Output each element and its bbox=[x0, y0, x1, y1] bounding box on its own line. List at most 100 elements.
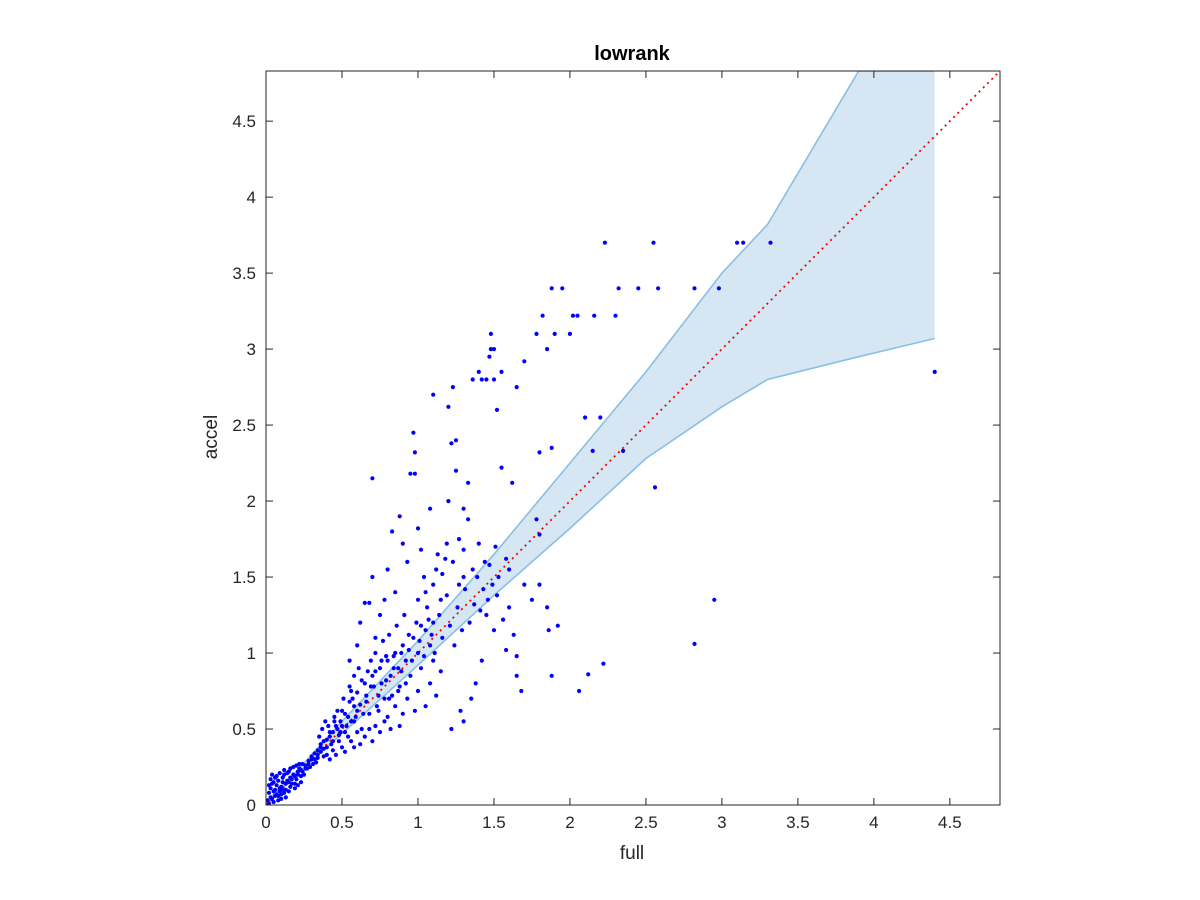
y-tick-label: 4.5 bbox=[232, 112, 256, 131]
data-point bbox=[499, 465, 504, 470]
x-tick-label: 3.5 bbox=[786, 813, 810, 832]
data-point bbox=[456, 537, 462, 542]
data-point bbox=[447, 623, 452, 628]
data-point bbox=[463, 587, 468, 592]
data-point bbox=[374, 704, 379, 709]
data-point bbox=[473, 681, 478, 686]
y-tick-label: 4 bbox=[247, 188, 256, 207]
data-point bbox=[432, 650, 437, 656]
data-point bbox=[428, 681, 433, 686]
data-point bbox=[353, 714, 358, 720]
data-point bbox=[431, 582, 436, 587]
data-point bbox=[466, 517, 471, 522]
x-tick-label: 0.5 bbox=[330, 813, 354, 832]
data-point bbox=[431, 658, 436, 663]
data-point bbox=[467, 620, 472, 625]
y-tick-label: 2 bbox=[247, 492, 256, 511]
data-point bbox=[592, 313, 597, 318]
data-point bbox=[491, 347, 497, 352]
data-point bbox=[431, 620, 436, 625]
data-point bbox=[396, 666, 401, 671]
data-point bbox=[484, 377, 489, 382]
confidence-band bbox=[266, 71, 935, 805]
data-point bbox=[356, 666, 361, 671]
data-point bbox=[458, 708, 463, 713]
data-point bbox=[409, 658, 414, 663]
data-point bbox=[621, 448, 626, 453]
data-point bbox=[461, 574, 466, 580]
data-point bbox=[289, 777, 294, 782]
data-point bbox=[352, 719, 357, 724]
data-point bbox=[327, 757, 332, 762]
data-point bbox=[271, 780, 276, 785]
data-point bbox=[346, 734, 351, 739]
data-point bbox=[478, 608, 483, 613]
data-point bbox=[522, 359, 527, 364]
data-point bbox=[271, 789, 276, 794]
data-point bbox=[472, 602, 477, 607]
data-point bbox=[434, 567, 439, 572]
data-point bbox=[368, 684, 373, 689]
data-point bbox=[415, 526, 421, 531]
data-point bbox=[415, 650, 421, 656]
data-point bbox=[320, 726, 325, 732]
data-point bbox=[382, 719, 387, 724]
data-point bbox=[466, 480, 471, 485]
data-point bbox=[397, 723, 402, 729]
data-point bbox=[476, 369, 481, 374]
data-point bbox=[362, 681, 367, 686]
data-point bbox=[397, 514, 402, 519]
y-tick-label: 0 bbox=[247, 796, 256, 815]
data-point bbox=[321, 739, 326, 744]
data-point bbox=[421, 574, 427, 580]
data-point bbox=[309, 757, 314, 762]
data-point bbox=[327, 734, 332, 739]
data-point bbox=[324, 745, 329, 750]
data-point bbox=[652, 485, 658, 490]
data-point bbox=[297, 761, 302, 767]
data-point bbox=[373, 635, 378, 640]
data-point bbox=[636, 286, 641, 291]
data-point bbox=[388, 726, 393, 732]
data-point bbox=[534, 331, 539, 336]
data-point bbox=[285, 771, 290, 776]
data-point bbox=[326, 723, 331, 729]
data-point bbox=[426, 617, 431, 622]
data-point bbox=[396, 688, 401, 694]
data-point bbox=[318, 749, 323, 754]
data-point bbox=[390, 693, 395, 698]
data-point bbox=[333, 723, 338, 729]
data-point bbox=[435, 552, 440, 557]
data-point bbox=[312, 751, 317, 756]
data-point bbox=[601, 661, 606, 666]
data-point bbox=[339, 745, 345, 750]
data-point bbox=[391, 666, 396, 671]
data-point bbox=[485, 597, 490, 602]
data-point bbox=[311, 761, 316, 767]
data-point bbox=[514, 673, 519, 678]
data-point bbox=[361, 711, 366, 716]
data-point bbox=[332, 719, 337, 724]
data-point bbox=[283, 795, 288, 800]
data-point bbox=[461, 547, 466, 552]
data-point bbox=[475, 574, 480, 580]
data-point bbox=[349, 739, 354, 744]
data-point bbox=[415, 597, 421, 602]
data-point bbox=[368, 658, 373, 663]
data-point bbox=[306, 761, 311, 767]
data-point bbox=[292, 786, 297, 791]
data-point bbox=[292, 774, 297, 779]
data-point bbox=[367, 711, 372, 716]
data-point bbox=[408, 471, 413, 476]
data-point bbox=[414, 620, 419, 625]
reference-diagonal-line bbox=[266, 71, 1000, 805]
data-point bbox=[449, 726, 454, 732]
data-point bbox=[590, 448, 595, 453]
data-point bbox=[312, 757, 317, 762]
data-point bbox=[295, 783, 300, 788]
data-point bbox=[358, 702, 363, 707]
x-tick-label: 4.5 bbox=[938, 813, 962, 832]
data-point bbox=[355, 708, 360, 713]
x-tick-label: 2.5 bbox=[634, 813, 658, 832]
data-point bbox=[394, 623, 399, 628]
